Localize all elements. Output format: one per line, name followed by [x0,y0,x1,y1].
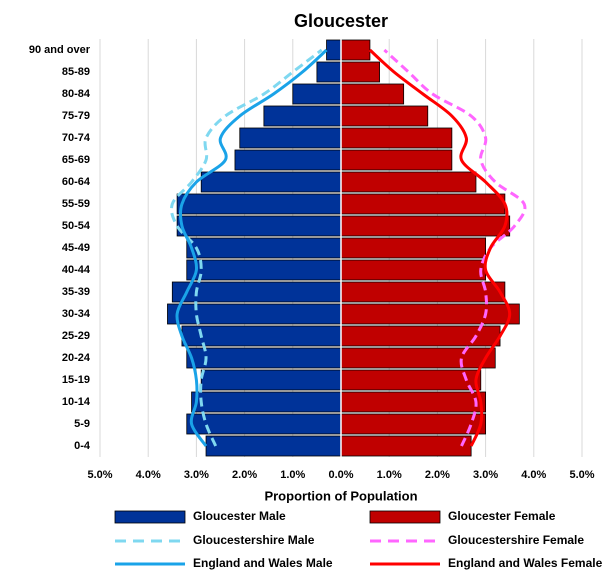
legend-item: England and Wales Male [115,556,333,570]
legend-label: Gloucester Female [448,509,556,523]
y-tick-label: 45-49 [62,242,90,254]
y-tick-label: 30-34 [62,308,91,320]
y-tick-label: 20-24 [62,352,91,364]
legend-label: Gloucester Male [193,509,286,523]
bar [186,259,342,281]
bar [340,171,477,193]
bar [340,281,506,303]
bar [340,193,506,215]
x-tick-label: 4.0% [136,469,161,481]
bar [326,39,342,61]
bar [176,215,342,237]
bar [205,435,342,457]
x-tick-label: 3.0% [473,469,498,481]
y-tick-label: 15-19 [62,374,90,386]
legend-item: England and Wales Female [370,556,603,570]
y-tick-label: 55-59 [62,198,90,210]
bar [340,105,429,127]
y-tick-label: 40-44 [62,264,91,276]
bar [200,369,342,391]
x-tick-label: 2.0% [425,469,450,481]
x-tick-label: 5.0% [569,469,594,481]
bar [186,237,342,259]
y-tick-label: 35-39 [62,286,90,298]
bar [239,127,342,149]
legend-label: England and Wales Male [193,556,333,570]
bar [176,193,342,215]
bar [340,391,487,413]
legend-item: Gloucestershire Male [115,533,315,547]
legend-item: Gloucestershire Female [370,533,584,547]
bar [340,369,482,391]
x-tick-label: 3.0% [184,469,209,481]
x-tick-label: 1.0% [280,469,305,481]
x-tick-label: 1.0% [377,469,402,481]
bar [181,325,342,347]
x-tick-label: 5.0% [87,469,112,481]
bar [234,149,342,171]
bar [340,413,487,435]
x-tick-label: 4.0% [521,469,546,481]
bar [340,61,380,83]
y-tick-label: 65-69 [62,154,90,166]
y-tick-label: 10-14 [62,396,91,408]
bar [340,127,453,149]
bar [340,149,453,171]
bar [167,303,342,325]
legend-label: Gloucestershire Male [193,533,315,547]
legend-swatch [369,510,441,524]
line-series [175,48,328,447]
line-series [169,48,323,447]
y-tick-label: 80-84 [62,88,91,100]
bar [340,83,405,105]
bar [263,105,342,127]
y-tick-label: 60-64 [62,176,91,188]
bar [340,347,496,369]
bar [186,347,342,369]
y-tick-label: 5-9 [74,418,90,430]
line-series [368,48,512,447]
bar [340,39,371,61]
y-tick-label: 85-89 [62,66,90,78]
y-tick-label: 75-79 [62,110,90,122]
bar [340,237,487,259]
bar [340,215,511,237]
y-tick-label: 25-29 [62,330,90,342]
bar [340,303,520,325]
legend-label: Gloucestershire Female [448,533,584,547]
x-axis-label: Proportion of Population [264,488,417,503]
y-tick-label: 90 and over [29,44,91,56]
x-tick-label: 0.0% [328,469,353,481]
bar [340,435,472,457]
chart-title: Gloucester [294,11,388,31]
y-tick-label: 50-54 [62,220,91,232]
bar [292,83,342,105]
bar [340,259,487,281]
legend-label: England and Wales Female [448,556,603,570]
bar [200,171,342,193]
y-tick-label: 70-74 [62,132,91,144]
bar [191,391,342,413]
legend-item: Gloucester Female [369,509,556,524]
legend-item: Gloucester Male [114,509,286,524]
x-tick-label: 2.0% [232,469,257,481]
legend-swatch [114,510,186,524]
y-tick-label: 0-4 [74,440,91,452]
bar [316,61,342,83]
